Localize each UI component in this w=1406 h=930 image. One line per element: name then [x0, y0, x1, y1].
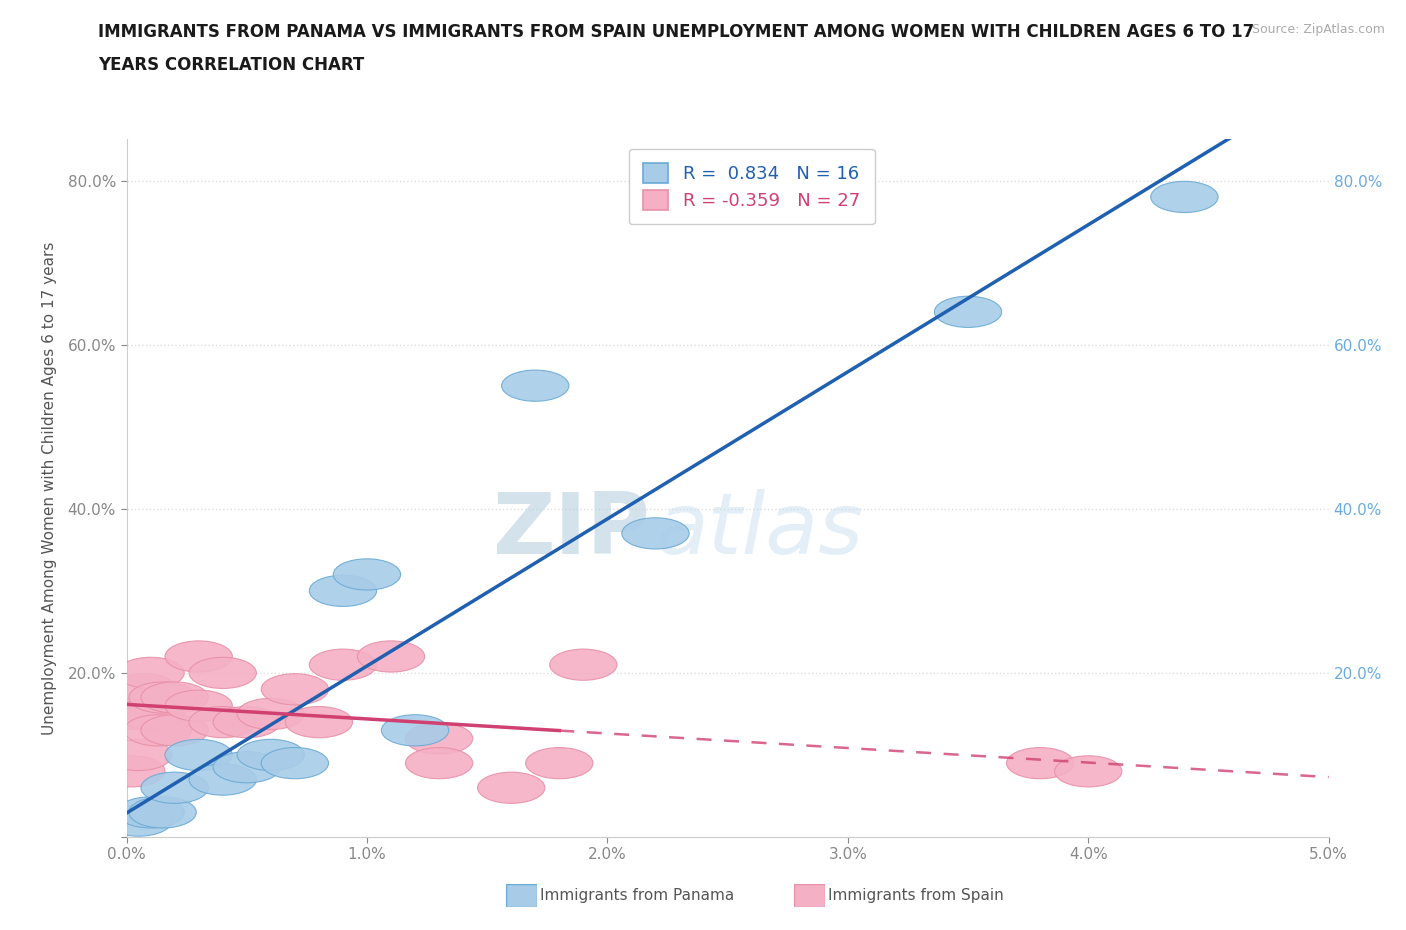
- Text: Immigrants from Panama: Immigrants from Panama: [540, 888, 734, 903]
- Legend: R =  0.834   N = 16, R = -0.359   N = 27: R = 0.834 N = 16, R = -0.359 N = 27: [628, 149, 875, 224]
- Ellipse shape: [1054, 756, 1122, 787]
- Ellipse shape: [1007, 748, 1074, 778]
- Ellipse shape: [129, 797, 197, 828]
- Ellipse shape: [141, 682, 208, 713]
- Ellipse shape: [478, 772, 546, 804]
- Ellipse shape: [97, 756, 165, 787]
- Ellipse shape: [502, 370, 569, 401]
- Ellipse shape: [117, 658, 184, 688]
- Text: Immigrants from Spain: Immigrants from Spain: [828, 888, 1004, 903]
- Y-axis label: Unemployment Among Women with Children Ages 6 to 17 years: Unemployment Among Women with Children A…: [42, 242, 56, 735]
- Ellipse shape: [405, 723, 472, 754]
- Text: YEARS CORRELATION CHART: YEARS CORRELATION CHART: [98, 56, 364, 73]
- Ellipse shape: [238, 739, 305, 771]
- Ellipse shape: [935, 297, 1001, 327]
- Ellipse shape: [262, 748, 329, 778]
- Ellipse shape: [110, 673, 177, 705]
- Ellipse shape: [285, 707, 353, 737]
- Ellipse shape: [405, 748, 472, 778]
- Ellipse shape: [188, 764, 256, 795]
- Ellipse shape: [129, 682, 197, 713]
- Ellipse shape: [188, 658, 256, 688]
- Ellipse shape: [550, 649, 617, 680]
- Ellipse shape: [105, 739, 172, 771]
- Ellipse shape: [214, 751, 280, 783]
- Ellipse shape: [309, 649, 377, 680]
- Ellipse shape: [117, 698, 184, 729]
- Ellipse shape: [309, 576, 377, 606]
- Ellipse shape: [381, 715, 449, 746]
- Ellipse shape: [262, 673, 329, 705]
- Ellipse shape: [100, 698, 167, 729]
- Ellipse shape: [526, 748, 593, 778]
- Ellipse shape: [188, 707, 256, 737]
- Ellipse shape: [165, 641, 232, 672]
- Ellipse shape: [1150, 181, 1218, 213]
- Ellipse shape: [117, 797, 184, 828]
- Text: IMMIGRANTS FROM PANAMA VS IMMIGRANTS FROM SPAIN UNEMPLOYMENT AMONG WOMEN WITH CH: IMMIGRANTS FROM PANAMA VS IMMIGRANTS FRO…: [98, 23, 1254, 41]
- Text: ZIP: ZIP: [492, 488, 650, 572]
- Ellipse shape: [165, 690, 232, 722]
- Ellipse shape: [238, 698, 305, 729]
- Ellipse shape: [105, 805, 172, 836]
- Ellipse shape: [214, 707, 280, 737]
- Text: Source: ZipAtlas.com: Source: ZipAtlas.com: [1251, 23, 1385, 36]
- Ellipse shape: [621, 518, 689, 549]
- Ellipse shape: [124, 715, 191, 746]
- Text: atlas: atlas: [655, 488, 863, 572]
- Ellipse shape: [357, 641, 425, 672]
- Ellipse shape: [141, 772, 208, 804]
- Ellipse shape: [165, 739, 232, 771]
- Ellipse shape: [141, 715, 208, 746]
- Ellipse shape: [333, 559, 401, 590]
